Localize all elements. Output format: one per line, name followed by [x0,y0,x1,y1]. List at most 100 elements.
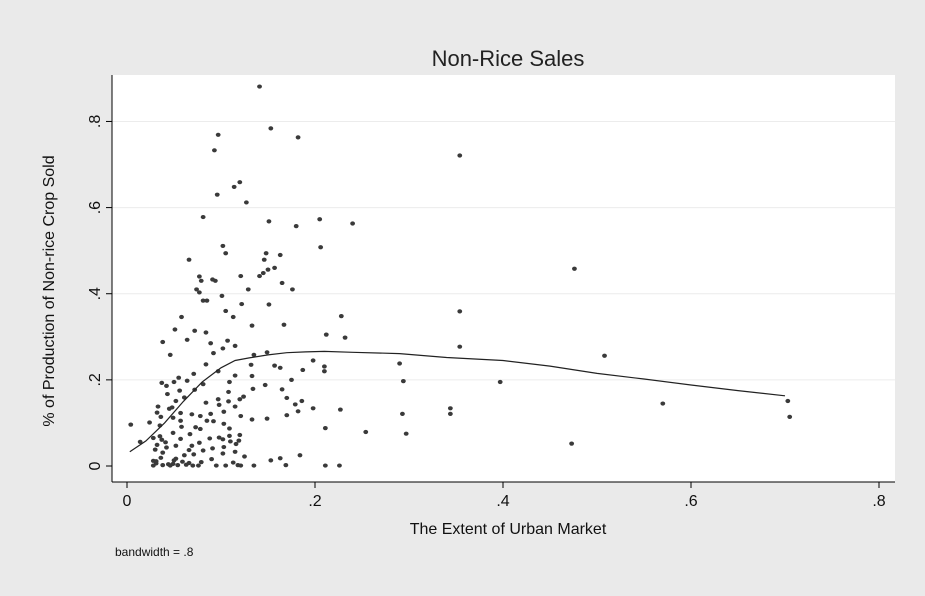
data-point-188 [198,460,204,465]
x-tick-label-4: .8 [872,493,885,510]
data-point-65 [602,353,607,358]
y-tick-label-4: .8 [87,115,104,128]
data-point-172 [232,449,238,454]
data-point-155 [159,437,165,442]
data-point-6 [237,180,243,185]
data-point-55 [225,338,230,343]
data-point-204 [150,463,156,468]
data-point-73 [300,367,306,373]
data-point-179 [158,455,164,460]
data-point-21 [186,257,192,262]
data-point-171 [200,448,206,453]
data-point-118 [178,410,183,416]
data-point-108 [232,404,238,409]
data-point-93 [177,388,183,393]
data-point-205 [167,463,173,468]
data-point-89 [164,383,169,388]
data-point-180 [277,456,283,461]
data-point-184 [268,458,274,463]
data-point-76 [191,371,197,376]
data-point-109 [155,404,161,409]
data-point-23 [572,266,577,271]
data-point-140 [322,426,328,431]
data-point-61 [264,350,270,355]
data-point-123 [284,413,290,418]
data-point-95 [165,391,170,397]
data-point-91 [279,387,285,392]
data-point-117 [154,410,160,415]
data-point-62 [211,351,216,356]
data-point-54 [184,337,190,342]
data-point-3 [295,135,301,140]
data-point-197 [160,463,166,468]
data-point-1 [268,126,274,131]
data-point-107 [216,402,222,407]
data-point-199 [196,463,201,468]
data-point-131 [178,418,183,423]
data-point-174 [220,451,226,456]
data-point-100 [237,397,243,402]
y-tick-label-1: .2 [87,373,104,386]
data-point-69 [248,362,254,367]
data-point-36 [196,290,202,295]
y-axis-label: % of Production of Non-rice Crop Sold [41,155,58,426]
data-point-113 [310,406,316,411]
data-point-168 [210,446,215,451]
data-point-208 [251,463,257,468]
data-point-124 [197,413,203,419]
data-point-146 [187,432,193,437]
data-point-51 [203,330,209,335]
data-point-147 [237,432,243,438]
data-point-98 [284,395,290,401]
data-point-163 [154,442,160,447]
data-point-46 [179,314,184,320]
data-point-111 [166,406,172,411]
data-point-133 [211,419,216,424]
data-point-183 [171,458,177,463]
data-point-60 [220,346,226,351]
data-point-86 [159,380,165,385]
data-point-173 [160,450,166,455]
data-point-106 [292,402,298,407]
data-point-159 [163,440,168,445]
data-point-19 [277,252,283,258]
data-point-112 [447,406,453,411]
data-point-132 [204,418,210,423]
data-point-56 [160,339,166,345]
data-point-9 [243,200,249,205]
data-point-135 [221,421,227,426]
x-tick-label-2: .4 [496,493,509,510]
data-point-75 [322,369,327,374]
x-axis-label: The Extent of Urban Market [410,521,607,538]
data-point-2 [215,132,221,137]
data-point-104 [203,400,209,405]
data-point-170 [186,447,192,453]
data-point-22 [272,265,277,270]
data-point-99 [215,397,221,402]
data-point-26 [257,273,262,279]
data-point-42 [223,308,229,314]
data-point-189 [230,460,236,465]
data-point-35 [290,287,295,292]
data-point-8 [214,192,220,197]
data-point-165 [189,443,195,448]
data-point-116 [221,409,227,414]
data-point-10 [200,214,206,220]
data-point-88 [262,382,268,388]
data-point-187 [180,459,185,464]
data-point-49 [172,327,178,332]
data-point-130 [249,417,255,422]
data-point-94 [226,389,231,395]
data-point-32 [279,280,285,286]
data-point-154 [220,437,226,442]
data-point-52 [323,332,329,337]
data-point-105 [660,401,666,406]
data-point-85 [497,379,503,385]
data-point-66 [310,358,316,363]
y-tick-label-0: 0 [87,461,104,470]
grid-lines [112,120,895,381]
data-point-178 [242,454,247,459]
data-point-139 [193,425,199,430]
data-point-158 [137,439,143,444]
